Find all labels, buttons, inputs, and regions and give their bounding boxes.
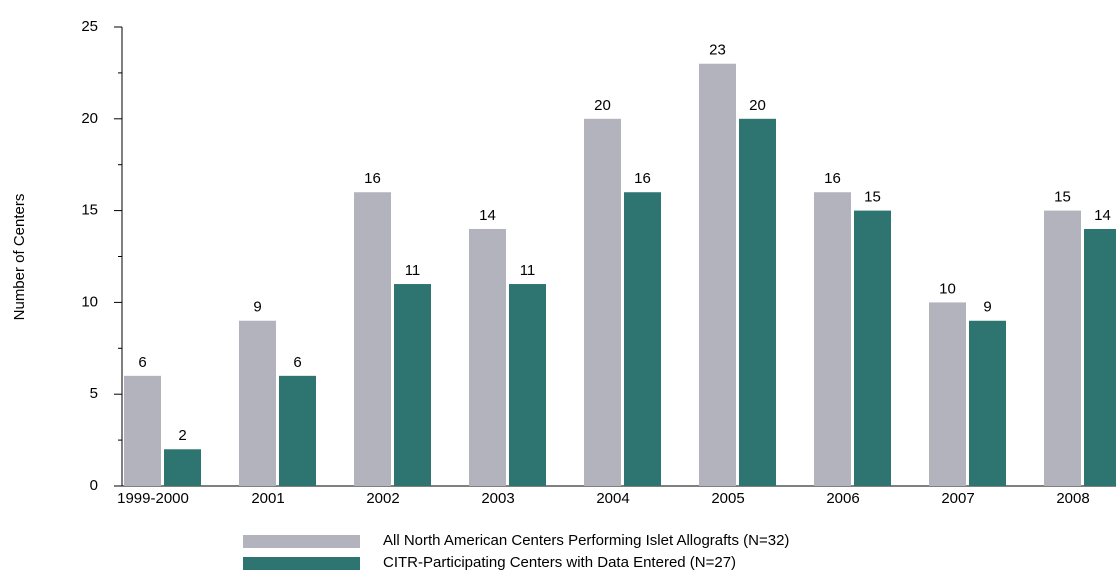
y-tick-label: 10 [81, 293, 98, 310]
y-tick-label: 20 [81, 110, 98, 127]
y-tick-label: 25 [81, 18, 98, 35]
value-label: 23 [709, 42, 726, 59]
x-tick-label: 2008 [1056, 490, 1089, 507]
bar [124, 375, 161, 486]
value-label: 20 [594, 97, 611, 114]
value-label: 10 [939, 280, 956, 297]
value-label: 16 [634, 170, 651, 187]
bar [469, 228, 506, 486]
x-tick-label: 2003 [481, 490, 514, 507]
x-tick-label: 2001 [251, 490, 284, 507]
x-tick-label: 1999-2000 [117, 490, 189, 507]
y-axis-label: Number of Centers [11, 194, 28, 321]
value-label: 14 [479, 207, 496, 224]
value-label: 16 [364, 170, 381, 187]
bar [354, 192, 391, 487]
bar [969, 320, 1006, 486]
value-label: 15 [864, 189, 881, 206]
legend-swatch [243, 535, 360, 548]
y-tick-label: 5 [90, 385, 98, 402]
legend-swatch [243, 557, 360, 570]
value-label: 6 [293, 354, 301, 371]
value-label: 2 [178, 427, 186, 444]
x-tick-label: 2006 [826, 490, 859, 507]
value-label: 20 [749, 97, 766, 114]
bar [854, 210, 891, 486]
bar [584, 118, 621, 487]
bar [624, 192, 661, 487]
bar [239, 320, 276, 486]
x-tick-label: 2005 [711, 490, 744, 507]
value-label: 6 [138, 354, 146, 371]
value-label: 11 [405, 262, 421, 279]
y-tick-label: 15 [81, 202, 98, 219]
bar [1044, 210, 1081, 486]
legend-label: All North American Centers Performing Is… [383, 532, 789, 549]
bar [279, 375, 316, 486]
bar [1084, 228, 1116, 486]
bar [814, 192, 851, 487]
legend-label: CITR-Participating Centers with Data Ent… [383, 554, 736, 571]
y-tick-label: 0 [90, 477, 98, 494]
bar [739, 118, 776, 487]
value-label: 11 [520, 262, 536, 279]
x-tick-label: 2002 [366, 490, 399, 507]
bar [509, 284, 546, 486]
value-label: 16 [824, 170, 841, 187]
value-label: 14 [1094, 207, 1111, 224]
x-tick-label: 2007 [941, 490, 974, 507]
value-label: 9 [983, 299, 991, 316]
x-tick-label: 2004 [596, 490, 629, 507]
bar [929, 302, 966, 486]
value-label: 15 [1054, 189, 1071, 206]
bar [164, 449, 201, 486]
bar [394, 284, 431, 486]
bar [699, 63, 736, 486]
value-label: 9 [253, 299, 261, 316]
